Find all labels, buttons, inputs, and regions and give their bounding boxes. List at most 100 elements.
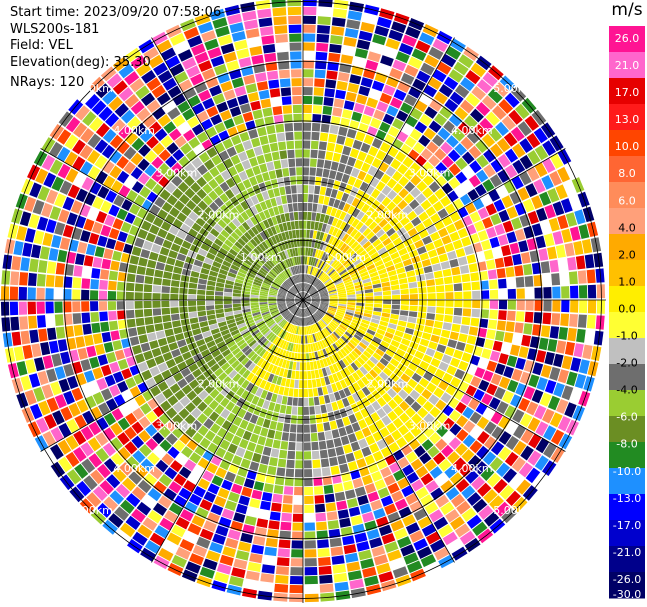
velocity-cell [281,396,288,405]
velocity-cell [369,356,379,365]
velocity-cell [514,265,524,277]
velocity-cell [255,0,271,10]
velocity-cell [154,196,166,208]
velocity-cell [261,492,273,502]
velocity-cell [279,307,288,312]
velocity-cell [435,438,448,451]
velocity-cell [470,425,483,439]
velocity-cell [54,288,63,300]
velocity-cell [299,317,302,326]
velocity-cell [359,224,368,234]
velocity-cell [368,343,377,352]
velocity-cell [273,266,281,274]
velocity-cell [137,158,150,171]
velocity-cell [197,21,214,34]
velocity-cell [221,508,235,520]
velocity-cell [152,142,165,156]
velocity-cell [224,288,233,293]
velocity-cell [281,359,287,368]
velocity-cell [289,576,303,585]
velocity-cell [373,109,385,121]
velocity-cell [281,331,287,339]
velocity-cell [106,73,123,89]
velocity-cell [259,348,267,357]
velocity-cell [202,171,214,183]
velocity-cell [400,288,409,295]
velocity-cell [131,508,146,523]
velocity-cell [160,47,176,61]
velocity-cell [344,184,353,194]
velocity-cell [366,264,376,271]
velocity-cell [235,316,244,322]
velocity-cell [331,354,339,363]
velocity-cell [329,43,342,54]
velocity-cell [303,415,310,424]
velocity-cell [372,283,382,289]
velocity-cell [243,411,253,422]
velocity-cell [103,342,114,353]
velocity-cell [292,397,298,406]
velocity-cell [418,92,433,105]
velocity-cell [318,395,325,405]
velocity-cell [197,310,207,317]
velocity-cell [295,284,300,293]
velocity-cell [184,187,196,199]
velocity-cell [193,485,206,498]
velocity-cell [527,450,542,466]
velocity-cell [65,116,81,133]
velocity-cell [57,339,68,352]
velocity-cell [194,81,208,94]
velocity-cell [444,98,459,113]
velocity-cell [316,310,324,317]
velocity-cell [279,367,285,377]
velocity-cell [206,340,216,349]
velocity-cell [187,523,202,536]
velocity-cell [389,232,399,242]
velocity-cell [542,460,557,476]
velocity-cell [368,146,379,157]
velocity-cell [365,435,376,446]
velocity-cell [245,208,254,218]
velocity-cell [292,531,303,540]
velocity-cell [216,162,227,173]
velocity-cell [210,55,225,67]
velocity-cell [88,453,103,468]
velocity-cell [274,326,281,334]
velocity-cell [418,300,427,306]
velocity-cell [388,29,404,42]
velocity-cell [325,357,332,366]
azimuth-spoke [302,148,566,301]
velocity-cell [351,422,361,432]
velocity-cell [276,376,283,386]
velocity-cell [403,431,415,443]
velocity-cell [296,256,300,265]
velocity-cell [303,397,309,406]
velocity-cell [36,287,45,300]
velocity-cell [379,142,391,153]
velocity-cell [419,338,430,347]
velocity-cell [541,175,554,190]
velocity-cell [540,364,552,378]
velocity-cell [2,254,13,270]
velocity-cell [421,389,433,400]
velocity-cell [337,290,347,295]
velocity-cell [164,467,178,480]
velocity-cell [382,353,392,362]
velocity-cell [171,524,186,538]
velocity-cell [40,342,51,356]
velocity-cell [310,292,319,297]
velocity-cell [356,302,365,306]
velocity-cell [333,391,341,401]
velocity-cell [400,102,413,115]
velocity-cell [158,176,170,188]
velocity-cell [349,339,358,347]
velocity-cell [237,94,249,106]
velocity-cell [191,43,206,56]
velocity-cell [143,292,152,300]
velocity-cell [466,130,481,144]
velocity-cell [226,60,240,72]
velocity-cell [63,276,73,288]
velocity-cell [329,302,338,306]
velocity-cell [458,360,469,372]
velocity-cell [454,523,471,538]
